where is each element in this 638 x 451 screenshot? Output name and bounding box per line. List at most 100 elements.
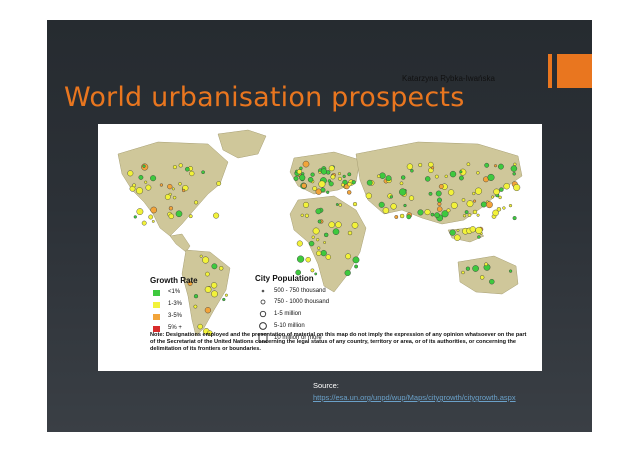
population-label-1: 500 - 750 thousand — [274, 288, 326, 294]
city-marker — [193, 294, 199, 299]
continent-central-america — [169, 233, 191, 253]
city-marker — [150, 175, 157, 182]
city-marker — [168, 206, 173, 211]
city-marker — [320, 250, 327, 257]
city-marker — [503, 183, 510, 190]
city-marker — [394, 215, 399, 219]
author-label: Katarzyna Rybka-Iwańska — [402, 74, 495, 83]
city-marker — [311, 235, 315, 239]
city-marker — [377, 174, 381, 178]
growth-swatch-4 — [153, 326, 160, 332]
city-marker — [476, 213, 480, 217]
city-marker — [480, 275, 485, 280]
city-marker — [312, 227, 320, 235]
accent-bar-thin — [548, 54, 552, 88]
city-marker — [476, 171, 480, 175]
city-marker — [338, 203, 343, 207]
city-marker — [340, 183, 345, 187]
accent-bar-thick — [557, 54, 592, 88]
city-marker — [222, 297, 226, 302]
city-marker — [477, 235, 481, 239]
city-marker — [454, 234, 461, 241]
slide: Katarzyna Rybka-Iwańska World urbanisati… — [47, 20, 592, 432]
city-marker — [428, 191, 433, 196]
population-legend-title: City Population — [255, 274, 314, 283]
city-marker — [317, 246, 321, 250]
city-marker — [151, 220, 155, 223]
city-marker — [178, 163, 183, 168]
world-map-figure: Growth Rate <1% 1-3% 3-5% 5% + City Popu… — [98, 124, 542, 371]
city-marker — [296, 169, 302, 175]
city-marker — [302, 201, 309, 208]
city-marker — [175, 210, 183, 218]
source-link[interactable]: https://esa.un.org/unpd/wup/Maps/citygro… — [313, 393, 516, 402]
city-marker — [178, 182, 182, 186]
source-label: Source: — [313, 381, 339, 390]
city-marker — [472, 191, 476, 196]
city-marker — [326, 190, 330, 194]
city-marker — [497, 163, 504, 170]
city-marker — [484, 262, 488, 266]
city-marker — [188, 214, 193, 219]
city-marker — [347, 172, 352, 177]
city-marker — [389, 195, 393, 199]
city-marker — [323, 232, 329, 238]
city-marker — [310, 268, 315, 273]
city-marker — [320, 187, 326, 193]
continent-australia — [457, 255, 519, 295]
population-icon-xs — [261, 289, 265, 293]
city-marker — [345, 253, 352, 260]
city-marker — [142, 164, 146, 168]
city-marker — [428, 161, 434, 168]
city-marker — [365, 192, 372, 199]
city-marker — [493, 188, 500, 196]
source-block: Source: https://esa.un.org/unpd/wup/Maps… — [313, 380, 516, 404]
population-label-5: 10 million or more — [274, 335, 322, 341]
city-marker — [472, 265, 479, 272]
city-marker — [133, 215, 137, 219]
city-marker — [430, 212, 435, 217]
city-marker — [434, 212, 440, 218]
city-marker — [342, 174, 346, 178]
city-marker — [458, 175, 464, 181]
city-marker — [347, 182, 352, 187]
city-marker — [127, 170, 134, 177]
city-marker — [328, 181, 334, 187]
city-marker — [145, 184, 152, 191]
city-marker — [138, 175, 144, 180]
city-marker — [354, 264, 358, 269]
city-marker — [299, 174, 306, 181]
city-marker — [150, 206, 158, 214]
city-marker — [437, 206, 443, 212]
city-marker — [210, 282, 218, 289]
city-marker — [193, 304, 198, 309]
city-marker — [318, 171, 322, 174]
city-marker — [473, 199, 477, 203]
city-marker — [224, 293, 228, 297]
city-marker — [136, 187, 144, 195]
city-marker — [351, 222, 359, 229]
continent-greenland — [217, 129, 267, 159]
city-marker — [401, 175, 406, 180]
city-marker — [204, 307, 212, 314]
city-marker — [444, 174, 448, 178]
growth-label-4: 5% + — [168, 325, 182, 331]
city-marker — [207, 330, 213, 336]
city-marker — [465, 266, 470, 271]
city-marker — [344, 269, 351, 277]
city-marker — [378, 201, 385, 208]
city-marker — [310, 172, 315, 177]
city-marker — [475, 226, 483, 234]
city-marker — [218, 266, 224, 271]
city-marker — [366, 179, 373, 186]
city-marker — [301, 183, 307, 189]
city-marker — [202, 256, 210, 264]
city-marker — [308, 240, 315, 247]
city-marker — [159, 183, 163, 187]
city-marker — [332, 228, 340, 235]
city-marker — [132, 183, 136, 188]
city-marker — [328, 165, 335, 172]
population-label-4: 5-10 million — [274, 323, 305, 329]
city-marker — [508, 203, 513, 208]
city-marker — [446, 208, 451, 213]
